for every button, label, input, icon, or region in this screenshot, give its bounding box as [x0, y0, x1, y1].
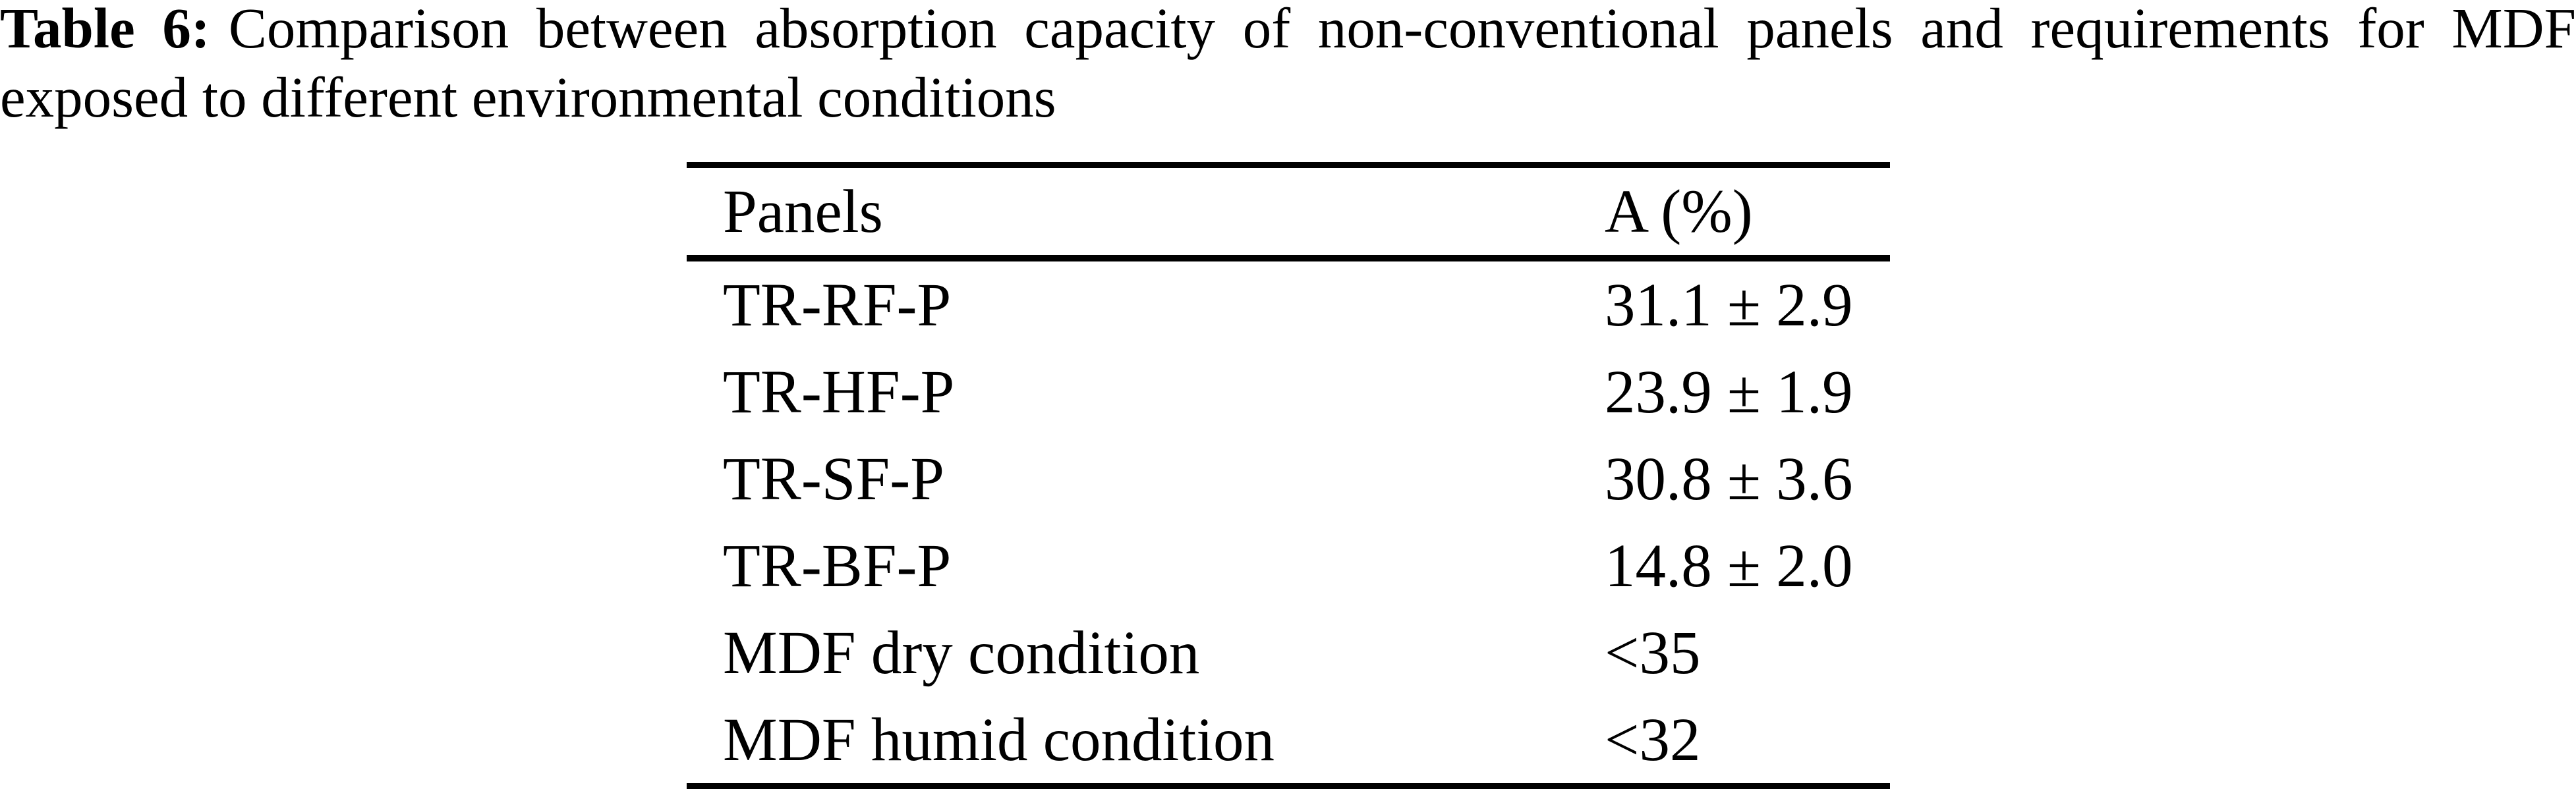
- caption-label: Table 6:: [0, 0, 210, 60]
- table-bottom-rule: [687, 783, 1890, 789]
- panel-cell: MDF humid condition: [723, 705, 1275, 774]
- table-row: TR-BF-P 14.8 ± 2.0: [687, 522, 1890, 609]
- panel-cell: TR-RF-P: [723, 271, 952, 339]
- header-absorption: A (%): [1605, 177, 1753, 246]
- value-cell: 14.8 ± 2.0: [1605, 532, 1853, 600]
- value-cell: 23.9 ± 1.9: [1605, 358, 1853, 426]
- data-table: Panels A (%) TR-RF-P 31.1 ± 2.9 TR-HF-P …: [687, 162, 1890, 789]
- value-cell: <32: [1605, 705, 1701, 774]
- table-row: MDF dry condition <35: [687, 609, 1890, 696]
- table-row: TR-HF-P 23.9 ± 1.9: [687, 348, 1890, 435]
- panel-cell: TR-SF-P: [723, 445, 944, 513]
- table-header-rule: [687, 255, 1890, 261]
- table-row: MDF humid condition <32: [687, 696, 1890, 783]
- caption-line-2: exposed to different environmental condi…: [0, 65, 1056, 129]
- table-caption: Table 6: Comparison between absorption ca…: [0, 0, 2576, 132]
- value-cell: 31.1 ± 2.9: [1605, 271, 1853, 339]
- panel-cell: TR-BF-P: [723, 532, 952, 600]
- table-top-rule: [687, 162, 1890, 168]
- caption-text: Comparison between absorption capacity o…: [228, 0, 2576, 60]
- table-row: TR-SF-P 30.8 ± 3.6: [687, 435, 1890, 522]
- value-cell: 30.8 ± 3.6: [1605, 445, 1853, 513]
- caption-line-1: Table 6: Comparison between absorption ca…: [0, 0, 2576, 63]
- table-header-row: Panels A (%): [687, 168, 1890, 255]
- panel-cell: MDF dry condition: [723, 618, 1200, 687]
- header-panels: Panels: [723, 177, 883, 246]
- table-row: TR-RF-P 31.1 ± 2.9: [687, 261, 1890, 348]
- panel-cell: TR-HF-P: [723, 358, 955, 426]
- value-cell: <35: [1605, 618, 1701, 687]
